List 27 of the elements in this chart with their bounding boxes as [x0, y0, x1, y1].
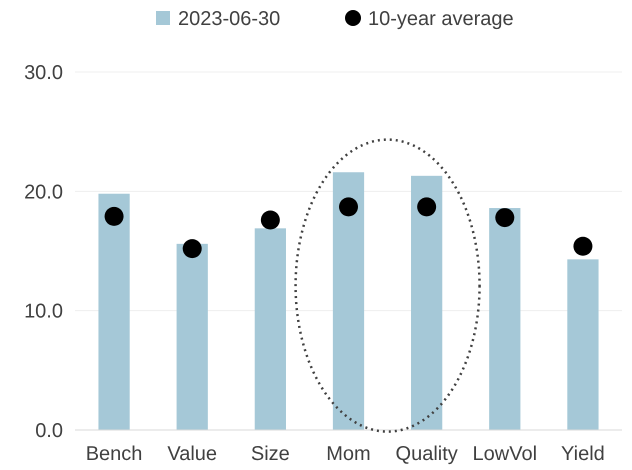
- x-tick-label: Mom: [326, 443, 371, 465]
- point: [417, 197, 436, 216]
- x-tick-label: Bench: [86, 443, 142, 465]
- x-tick-label: Yield: [561, 443, 605, 465]
- x-tick-label: Size: [250, 443, 290, 465]
- bar: [176, 244, 208, 430]
- y-tick-label: 0.0: [35, 420, 63, 442]
- bar: [489, 208, 520, 430]
- point: [495, 208, 514, 228]
- y-tick-label: 30.0: [24, 62, 63, 84]
- point: [260, 210, 280, 230]
- y-tick-label: 10.0: [24, 300, 63, 323]
- x-tick-label: LowVol: [472, 443, 538, 465]
- x-tick-label: Value: [167, 443, 218, 465]
- bar: [332, 172, 364, 430]
- point: [182, 239, 202, 258]
- y-tick-label: 20.0: [24, 181, 63, 204]
- bar: [411, 176, 442, 430]
- point: [104, 206, 124, 226]
- legend-label: 2023-06-30: [178, 8, 280, 30]
- point: [573, 236, 592, 256]
- legend-label: 10-year average: [368, 8, 514, 30]
- bar: [567, 259, 599, 430]
- point: [339, 197, 358, 216]
- bar: [98, 194, 130, 430]
- x-tick-label: Quality: [396, 443, 458, 465]
- bar: [254, 228, 286, 430]
